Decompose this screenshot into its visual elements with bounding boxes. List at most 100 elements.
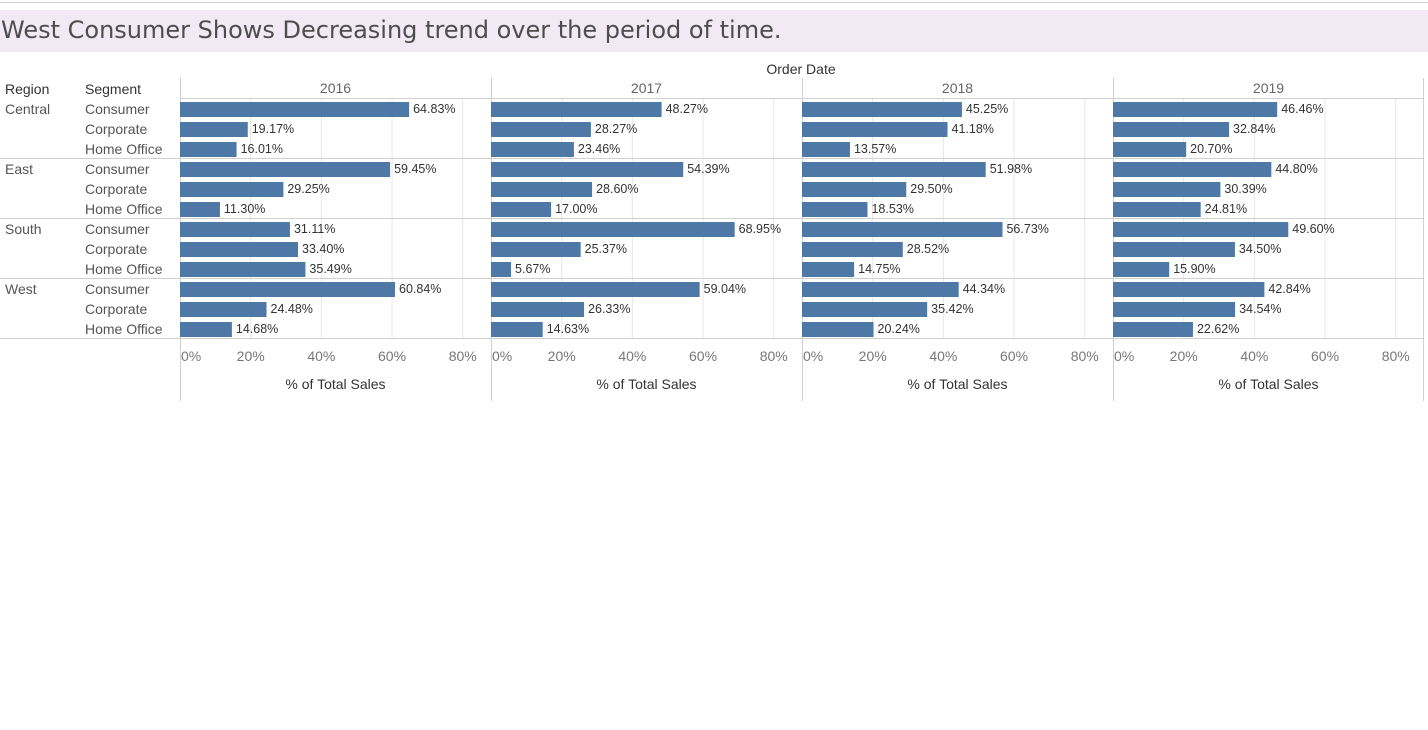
column-header: Order Date xyxy=(766,61,835,77)
bar-value-label-2016-2: 16.01% xyxy=(241,142,283,156)
bar-2018-0 xyxy=(802,102,962,117)
region-label-south: South xyxy=(5,221,42,237)
bar-2016-2 xyxy=(180,142,237,157)
segment-label-south-0: Consumer xyxy=(85,221,150,237)
bar-2016-1 xyxy=(180,122,248,137)
bar-2019-5 xyxy=(1113,202,1201,217)
bar-value-label-2019-6: 49.60% xyxy=(1292,222,1334,236)
x-tick-label-2016-0: 0% xyxy=(181,348,201,364)
region-label-east: East xyxy=(5,161,33,177)
x-tick-label-2017-20: 20% xyxy=(548,348,576,364)
bar-value-label-2018-1: 41.18% xyxy=(952,122,994,136)
bar-value-label-2016-4: 29.25% xyxy=(287,182,329,196)
bar-2018-7 xyxy=(802,242,903,257)
bar-2018-8 xyxy=(802,262,855,277)
bar-2017-4 xyxy=(491,182,593,197)
bar-2017-6 xyxy=(491,222,735,237)
year-label-2018: 2018 xyxy=(942,80,973,96)
bar-2019-8 xyxy=(1113,262,1170,277)
bar-2018-10 xyxy=(802,302,928,317)
segment-label-east-0: Consumer xyxy=(85,161,150,177)
segment-label-east-2: Home Office xyxy=(85,201,163,217)
bar-2016-10 xyxy=(180,302,267,317)
bar-2017-2 xyxy=(491,142,574,157)
segment-label-west-2: Home Office xyxy=(85,321,163,337)
x-tick-label-2018-40: 40% xyxy=(929,348,957,364)
x-tick-label-2017-40: 40% xyxy=(618,348,646,364)
bar-2017-9 xyxy=(491,282,700,297)
segment-label-east-1: Corporate xyxy=(85,181,147,197)
bar-value-label-2016-9: 60.84% xyxy=(399,282,441,296)
bar-value-label-2019-5: 24.81% xyxy=(1205,202,1247,216)
bar-2018-6 xyxy=(802,222,1003,237)
bar-2019-4 xyxy=(1113,182,1221,197)
bar-value-label-2019-1: 32.84% xyxy=(1233,122,1275,136)
bar-value-label-2018-6: 56.73% xyxy=(1006,222,1048,236)
x-axis-title-2018: % of Total Sales xyxy=(907,376,1007,392)
bar-value-label-2016-1: 19.17% xyxy=(252,122,294,136)
bar-value-label-2017-6: 68.95% xyxy=(739,222,781,236)
bar-value-label-2017-7: 25.37% xyxy=(585,242,627,256)
top-divider xyxy=(0,2,1428,3)
year-label-2016: 2016 xyxy=(320,80,351,96)
x-axis-title-2017: % of Total Sales xyxy=(596,376,696,392)
bar-value-label-2018-8: 14.75% xyxy=(858,262,900,276)
bar-value-label-2017-4: 28.60% xyxy=(596,182,638,196)
bar-2019-2 xyxy=(1113,142,1187,157)
bar-value-label-2019-7: 34.50% xyxy=(1239,242,1281,256)
bar-value-label-2016-5: 11.30% xyxy=(224,202,265,216)
row-header-segment: Segment xyxy=(85,81,141,97)
bar-2017-0 xyxy=(491,102,662,117)
year-label-2017: 2017 xyxy=(631,80,662,96)
region-label-central: Central xyxy=(5,101,50,117)
bar-value-label-2017-5: 17.00% xyxy=(555,202,597,216)
bar-value-label-2016-8: 35.49% xyxy=(309,262,351,276)
bar-2016-11 xyxy=(180,322,232,337)
bar-value-label-2018-9: 44.34% xyxy=(963,282,1005,296)
bar-2017-1 xyxy=(491,122,591,137)
bar-2018-4 xyxy=(802,182,907,197)
bar-value-label-2018-7: 28.52% xyxy=(907,242,949,256)
bar-2016-3 xyxy=(180,162,391,177)
bar-value-label-2019-3: 44.80% xyxy=(1275,162,1317,176)
x-tick-label-2018-20: 20% xyxy=(859,348,887,364)
bar-2018-5 xyxy=(802,202,868,217)
bar-2016-4 xyxy=(180,182,284,197)
bar-value-label-2018-2: 13.57% xyxy=(854,142,896,156)
bar-value-label-2016-11: 14.68% xyxy=(236,322,278,336)
segment-label-west-0: Consumer xyxy=(85,281,150,297)
bar-2018-2 xyxy=(802,142,850,157)
bar-2019-0 xyxy=(1113,102,1278,117)
year-label-2019: 2019 xyxy=(1253,80,1284,96)
bar-value-label-2018-3: 51.98% xyxy=(990,162,1032,176)
bar-2019-10 xyxy=(1113,302,1236,317)
bar-value-label-2016-3: 59.45% xyxy=(394,162,436,176)
bar-value-label-2017-0: 48.27% xyxy=(666,102,708,116)
x-tick-label-2018-60: 60% xyxy=(1000,348,1028,364)
bar-2019-1 xyxy=(1113,122,1230,137)
bar-value-label-2019-9: 42.84% xyxy=(1268,282,1310,296)
x-tick-label-2016-60: 60% xyxy=(378,348,406,364)
bar-value-label-2017-9: 59.04% xyxy=(704,282,746,296)
bar-2016-5 xyxy=(180,202,220,217)
bar-2017-3 xyxy=(491,162,684,177)
bar-2018-9 xyxy=(802,282,959,297)
title-band xyxy=(0,10,1428,52)
bar-value-label-2017-10: 26.33% xyxy=(588,302,630,316)
row-header-region: Region xyxy=(5,81,49,97)
bar-value-label-2017-11: 14.63% xyxy=(547,322,589,336)
bar-value-label-2016-0: 64.83% xyxy=(413,102,455,116)
x-tick-label-2018-80: 80% xyxy=(1071,348,1099,364)
bar-value-label-2019-8: 15.90% xyxy=(1173,262,1215,276)
x-tick-label-2019-80: 80% xyxy=(1382,348,1410,364)
x-tick-label-2019-0: 0% xyxy=(1114,348,1134,364)
x-tick-label-2019-40: 40% xyxy=(1240,348,1268,364)
bar-2016-0 xyxy=(180,102,410,117)
x-tick-label-2016-80: 80% xyxy=(449,348,477,364)
bar-value-label-2019-11: 22.62% xyxy=(1197,322,1239,336)
region-label-west: West xyxy=(5,281,37,297)
bar-value-label-2017-3: 54.39% xyxy=(687,162,729,176)
x-axis-title-2019: % of Total Sales xyxy=(1218,376,1318,392)
bar-value-label-2018-11: 20.24% xyxy=(878,322,920,336)
